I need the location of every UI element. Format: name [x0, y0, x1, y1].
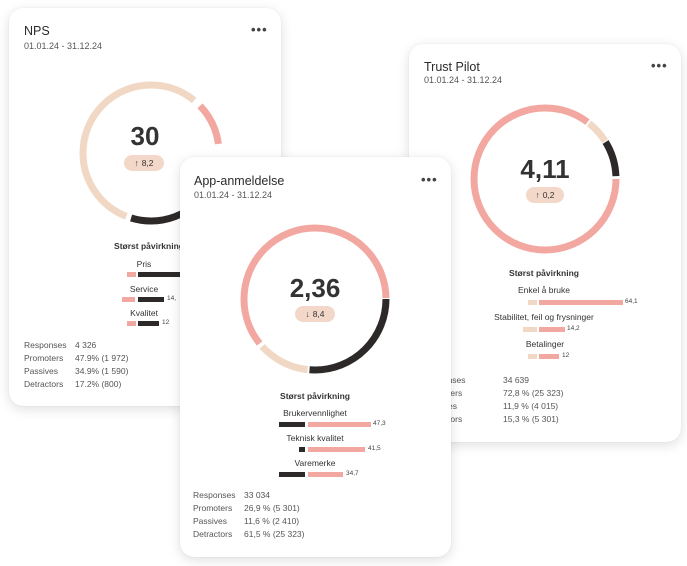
stat-value: 33 034: [244, 490, 270, 500]
impact-value: 64,1: [625, 298, 638, 305]
impact-value: 14,: [167, 295, 177, 302]
impact-bar-pink: [127, 272, 136, 277]
impact-bar-dark: [279, 422, 305, 427]
impact-label: Service: [129, 284, 159, 294]
stat-value: 11,9 % (4 015): [503, 401, 559, 411]
impact-label: Stabilitet, feil og frysninger: [494, 312, 594, 322]
change-value: 0,2: [542, 190, 555, 200]
change-badge: ↑ 0,2: [526, 187, 564, 203]
impact-title: Størst påvirkning: [280, 391, 350, 401]
impact-value: 12: [562, 352, 570, 359]
change-badge: ↑ 8,2: [124, 155, 164, 171]
impact-bar-pink: [127, 321, 136, 326]
app-review-score: 2,36: [289, 273, 341, 303]
stat-label: Promoters: [24, 353, 64, 363]
arrow-up-icon: ↑: [134, 158, 139, 168]
impact-label: Brukervennlighet: [283, 408, 347, 418]
impact-value: 41,5: [368, 445, 381, 452]
impact-bar-dark: [299, 447, 305, 452]
stat-label: Promoters: [193, 503, 233, 513]
impact-bar-pink: [308, 447, 365, 452]
card-date: 01.01.24 - 31.12.24: [424, 75, 503, 85]
gauge-segment-pink: [470, 104, 620, 254]
more-horizontal-icon[interactable]: •••: [251, 22, 268, 37]
impact-bar-dark: [279, 472, 305, 477]
impact-title: Størst påvirkning: [509, 268, 579, 278]
nps-score: 30: [130, 121, 160, 151]
impact-title: Størst påvirkning: [114, 241, 184, 251]
stat-value: 26,9 % (5 301): [244, 503, 300, 513]
gauge-segment-beige: [79, 81, 223, 225]
stat-label: Responses: [193, 490, 236, 500]
impact-bar-pink: [539, 354, 559, 359]
change-value: 8,4: [312, 309, 325, 319]
app-review-gauge: [240, 224, 390, 374]
stat-label: Passives: [193, 516, 228, 526]
impact-label: Kvalitet: [130, 308, 158, 318]
arrow-down-icon: ↓: [305, 309, 310, 319]
change-badge: ↓ 8,4: [295, 306, 335, 322]
card-date: 01.01.24 - 31.12.24: [194, 190, 273, 200]
stat-label: Detractors: [193, 529, 233, 539]
impact-value: 12: [162, 319, 170, 326]
impact-bar-pink: [539, 300, 623, 305]
change-value: 8,2: [141, 158, 154, 168]
stat-value: 15,3 % (5 301): [503, 414, 559, 424]
stat-value: 4 326: [75, 340, 97, 350]
stat-value: 34 639: [503, 375, 529, 385]
stat-value: 72,8 % (25 323): [503, 388, 564, 398]
impact-bar-pink: [308, 422, 371, 427]
impact-label: Betalinger: [525, 339, 565, 349]
stat-label: Passives: [24, 366, 59, 376]
stat-value: 61,5 % (25 323): [244, 529, 305, 539]
stat-value: 47.9% (1 972): [75, 353, 129, 363]
impact-bar-dark: [138, 297, 164, 302]
app-review-card: App-anmeldelse 01.01.24 - 31.12.24 ••• 2…: [180, 157, 451, 557]
gauge-segment-dark: [240, 224, 390, 374]
stat-value: 34.9% (1 590): [75, 366, 129, 376]
impact-bar-dark: [138, 321, 159, 326]
impact-bar-beige: [523, 327, 537, 332]
impact-bar-dark: [138, 272, 183, 277]
more-horizontal-icon[interactable]: •••: [651, 58, 668, 73]
stat-label: Responses: [24, 340, 67, 350]
stat-value: 11,6 % (2 410): [244, 516, 300, 526]
gauge-segment-dark: [79, 81, 223, 225]
impact-label: Varemerke: [294, 458, 336, 468]
impact-label: Teknisk kvalitet: [286, 433, 344, 443]
card-date: 01.01.24 - 31.12.24: [24, 41, 103, 51]
nps-gauge: [79, 81, 223, 225]
impact-label: Pris: [136, 259, 152, 269]
impact-bar-pink: [539, 327, 565, 332]
impact-bar-pink: [308, 472, 343, 477]
impact-value: 14,2: [567, 325, 580, 332]
arrow-up-icon: ↑: [535, 190, 540, 200]
stat-label: Detractors: [24, 379, 64, 389]
card-title: Trust Pilot: [424, 60, 480, 74]
card-title: NPS: [24, 24, 50, 38]
card-title: App-anmeldelse: [194, 174, 285, 188]
impact-label: Enkel å bruke: [518, 285, 570, 295]
impact-value: 47,3: [373, 420, 386, 427]
impact-bar-beige: [528, 354, 537, 359]
impact-bar-beige: [528, 300, 537, 305]
stat-value: 17.2% (800): [75, 379, 122, 389]
trustpilot-gauge: [470, 104, 620, 254]
impact-bar-pink: [122, 297, 135, 302]
trustpilot-score: 4,11: [520, 154, 570, 184]
impact-value: 34,7: [346, 470, 359, 477]
more-horizontal-icon[interactable]: •••: [421, 172, 438, 187]
gauge-segment-pink: [240, 224, 390, 374]
